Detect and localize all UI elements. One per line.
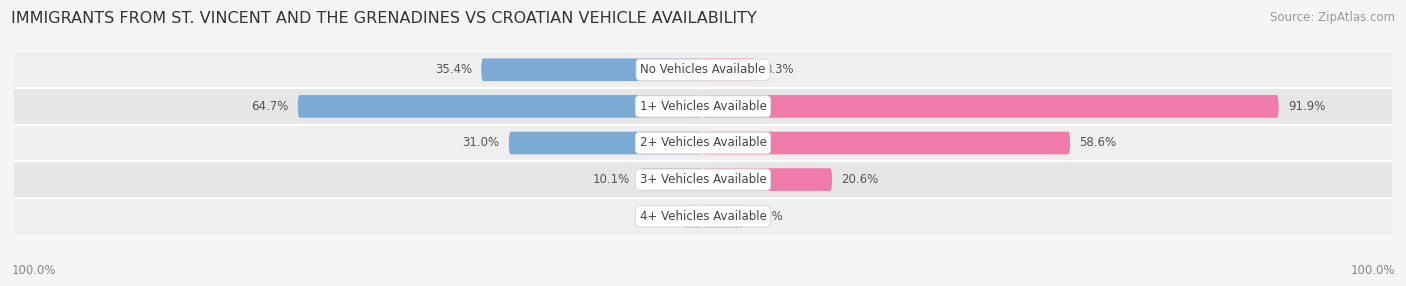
FancyBboxPatch shape xyxy=(703,58,755,81)
Text: 91.9%: 91.9% xyxy=(1288,100,1326,113)
FancyBboxPatch shape xyxy=(703,132,1070,154)
FancyBboxPatch shape xyxy=(14,125,1392,161)
Text: 8.3%: 8.3% xyxy=(765,63,794,76)
Text: 3+ Vehicles Available: 3+ Vehicles Available xyxy=(640,173,766,186)
FancyBboxPatch shape xyxy=(685,205,703,228)
FancyBboxPatch shape xyxy=(703,205,744,228)
Text: 64.7%: 64.7% xyxy=(252,100,288,113)
Text: IMMIGRANTS FROM ST. VINCENT AND THE GRENADINES VS CROATIAN VEHICLE AVAILABILITY: IMMIGRANTS FROM ST. VINCENT AND THE GREN… xyxy=(11,11,756,26)
FancyBboxPatch shape xyxy=(703,168,832,191)
Text: 1+ Vehicles Available: 1+ Vehicles Available xyxy=(640,100,766,113)
Text: 10.1%: 10.1% xyxy=(593,173,630,186)
Text: 100.0%: 100.0% xyxy=(1350,265,1395,277)
Text: 100.0%: 100.0% xyxy=(11,265,56,277)
Text: 4+ Vehicles Available: 4+ Vehicles Available xyxy=(640,210,766,223)
Text: Source: ZipAtlas.com: Source: ZipAtlas.com xyxy=(1270,11,1395,24)
Text: 20.6%: 20.6% xyxy=(841,173,879,186)
FancyBboxPatch shape xyxy=(14,161,1392,198)
FancyBboxPatch shape xyxy=(14,88,1392,125)
FancyBboxPatch shape xyxy=(481,58,703,81)
FancyBboxPatch shape xyxy=(298,95,703,118)
Text: 31.0%: 31.0% xyxy=(463,136,499,150)
FancyBboxPatch shape xyxy=(703,95,1278,118)
FancyBboxPatch shape xyxy=(14,198,1392,235)
Text: 6.5%: 6.5% xyxy=(754,210,783,223)
FancyBboxPatch shape xyxy=(509,132,703,154)
Text: No Vehicles Available: No Vehicles Available xyxy=(640,63,766,76)
Text: 2+ Vehicles Available: 2+ Vehicles Available xyxy=(640,136,766,150)
FancyBboxPatch shape xyxy=(14,51,1392,88)
Text: 35.4%: 35.4% xyxy=(434,63,472,76)
Text: 58.6%: 58.6% xyxy=(1080,136,1116,150)
Text: 3.0%: 3.0% xyxy=(645,210,675,223)
FancyBboxPatch shape xyxy=(640,168,703,191)
